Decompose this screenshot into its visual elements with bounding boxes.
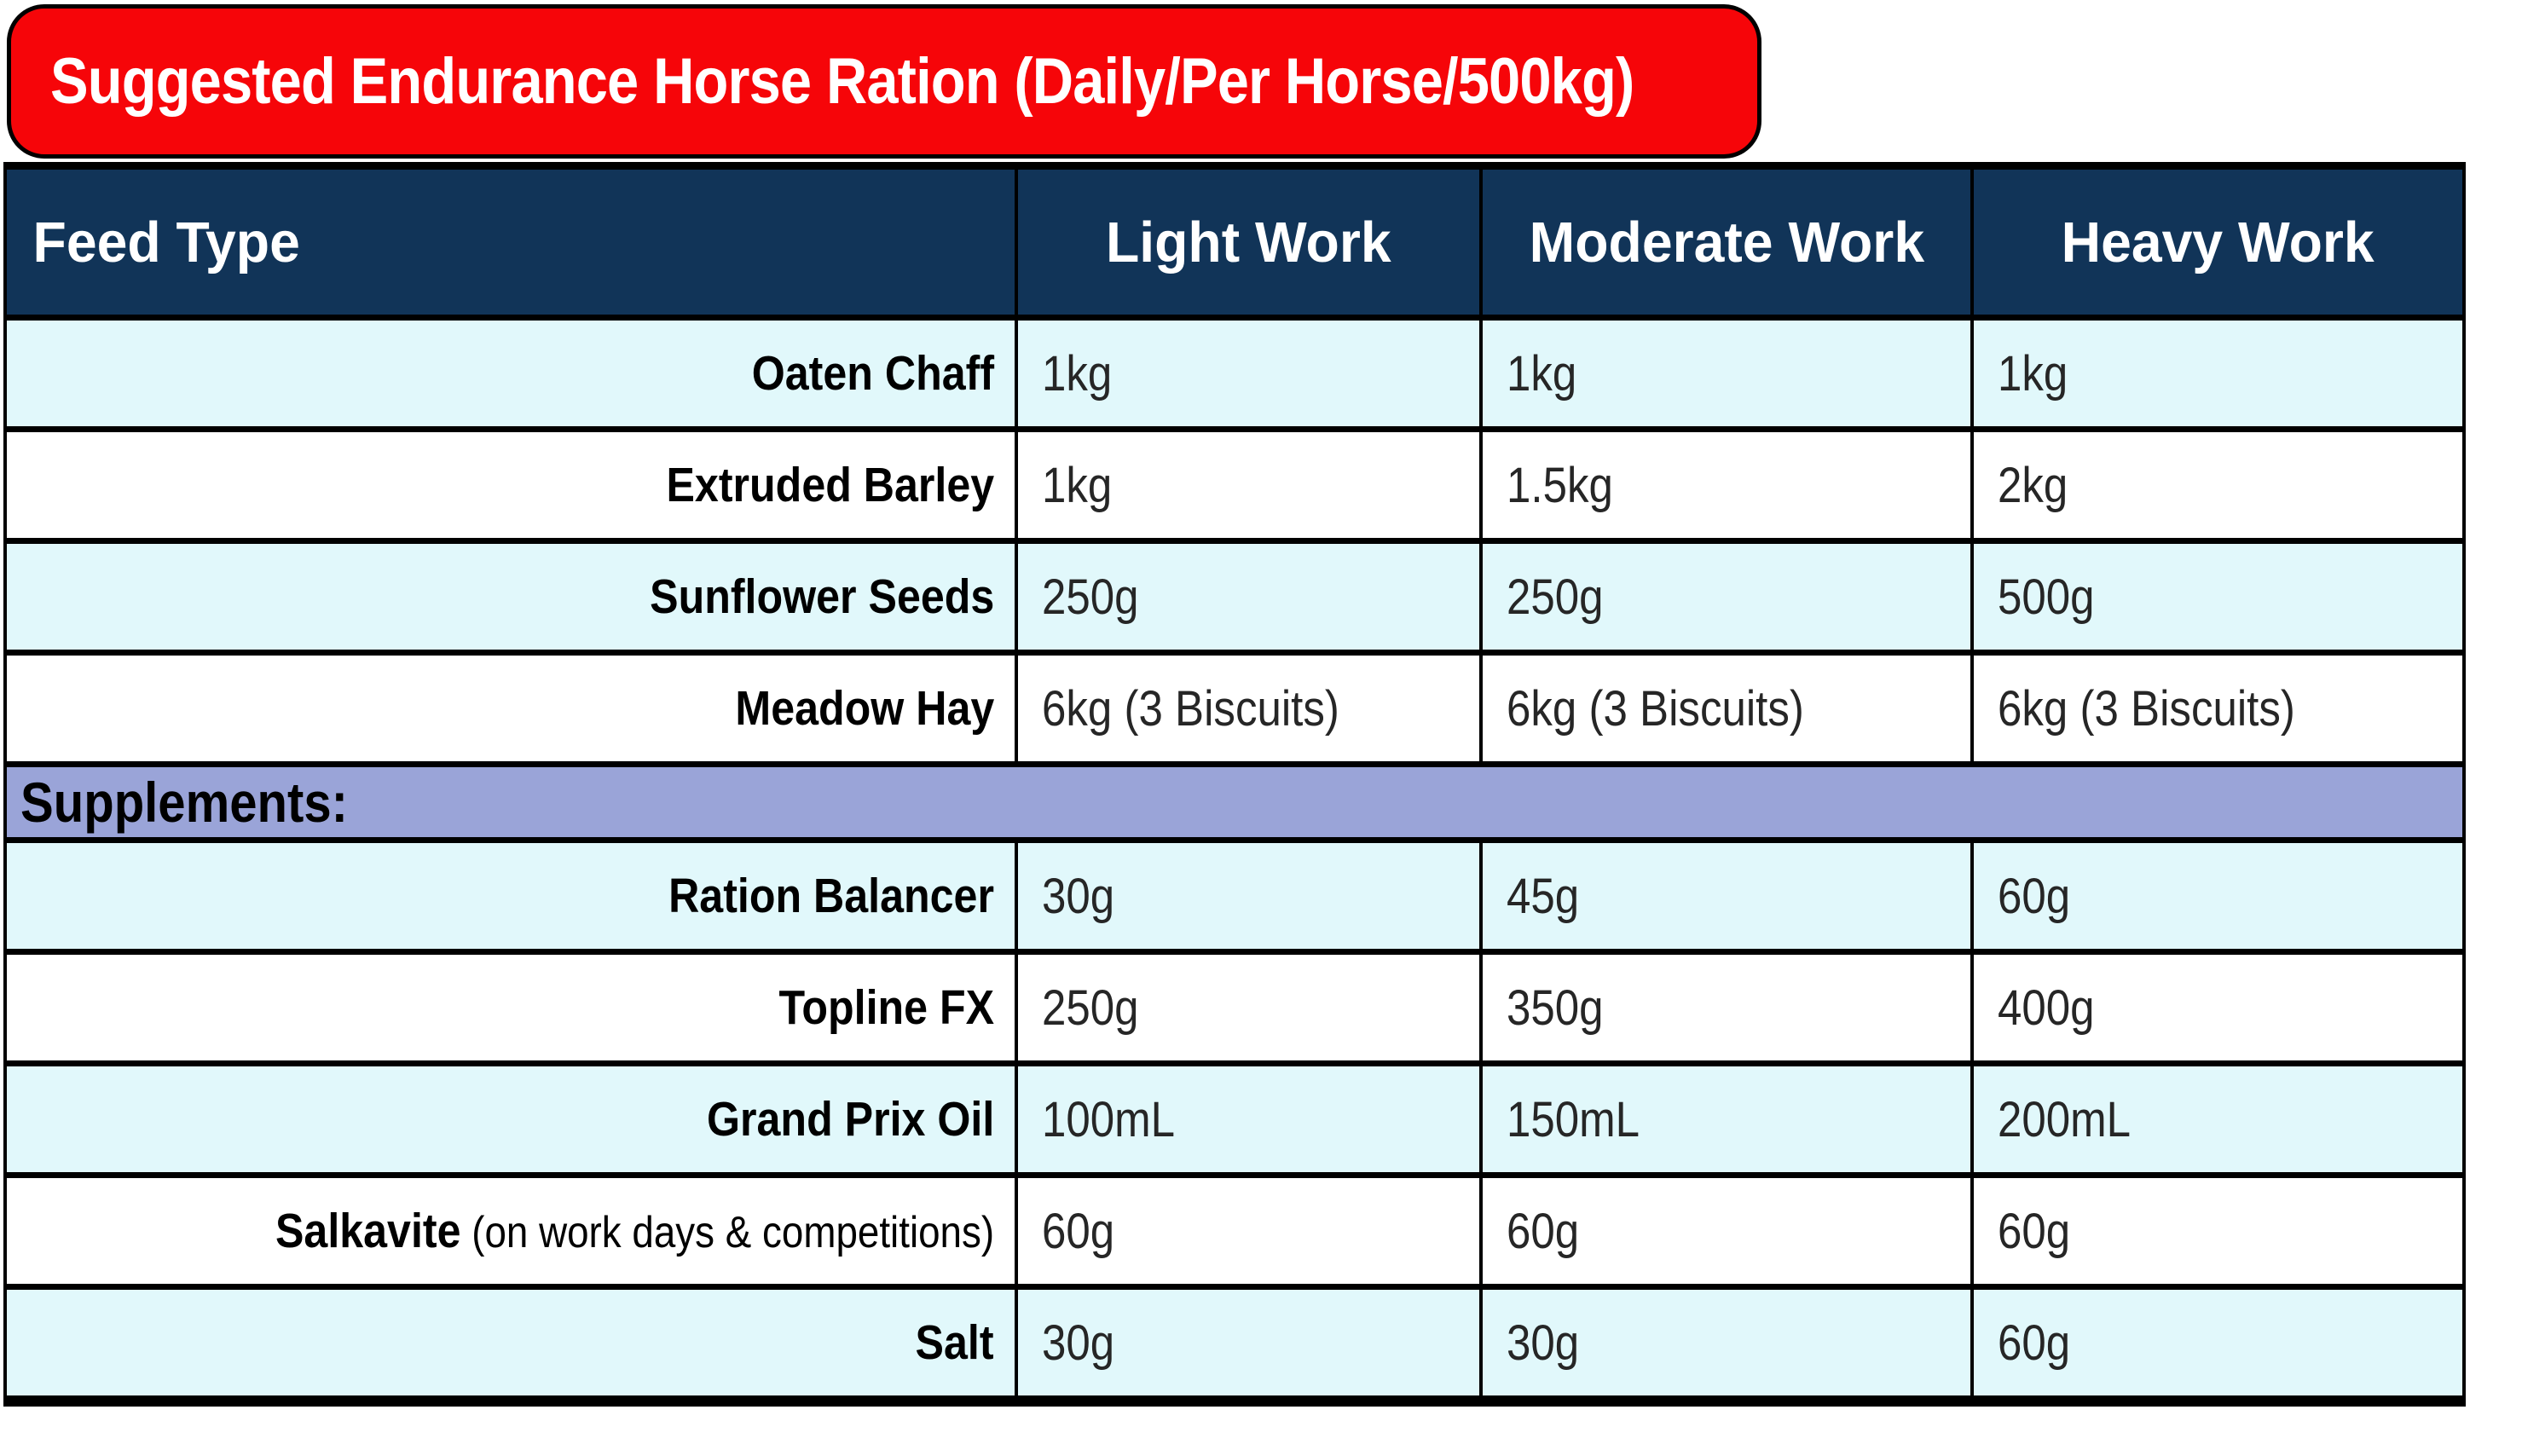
table-row-meadow-hay: Meadow Hay 6kg (3 Biscuits) 6kg (3 Biscu… — [7, 656, 2462, 767]
value-cell-light: 250g — [1018, 544, 1483, 650]
feed-name-cell: Extruded Barley — [7, 432, 1018, 538]
value-text: 200mL — [1998, 1091, 2132, 1147]
feed-name: Grand Prix Oil — [706, 1092, 994, 1147]
value-cell-heavy: 400g — [1974, 955, 2462, 1060]
feed-name: Extruded Barley — [666, 458, 994, 512]
value-text: 60g — [1998, 1203, 2071, 1259]
header-label-moderate-work: Moderate Work — [1529, 210, 1924, 274]
header-cell-heavy-work: Heavy Work — [1974, 170, 2462, 315]
value-text: 60g — [1998, 868, 2071, 924]
table-row-grand-prix-oil: Grand Prix Oil 100mL 150mL 200mL — [7, 1066, 2462, 1178]
value-cell-heavy: 200mL — [1974, 1066, 2462, 1172]
header-label-light-work: Light Work — [1106, 210, 1391, 274]
value-cell-heavy: 60g — [1974, 1178, 2462, 1284]
feed-name-cell: Salkavite (on work days & competitions) — [7, 1178, 1018, 1284]
value-cell-moderate: 150mL — [1483, 1066, 1974, 1172]
value-cell-moderate: 1kg — [1483, 321, 1974, 426]
value-cell-heavy: 6kg (3 Biscuits) — [1974, 656, 2462, 761]
value-text: 30g — [1042, 868, 1115, 924]
value-cell-light: 60g — [1018, 1178, 1483, 1284]
value-text: 1.5kg — [1507, 457, 1613, 513]
value-cell-moderate: 250g — [1483, 544, 1974, 650]
feed-name: Salt — [915, 1315, 994, 1370]
table-row-sunflower-seeds: Sunflower Seeds 250g 250g 500g — [7, 544, 2462, 656]
value-cell-moderate: 30g — [1483, 1290, 1974, 1395]
value-text: 45g — [1507, 868, 1580, 924]
value-text: 1kg — [1042, 345, 1113, 402]
feed-name-cell: Ration Balancer — [7, 843, 1018, 949]
value-cell-moderate: 350g — [1483, 955, 1974, 1060]
value-cell-light: 1kg — [1018, 432, 1483, 538]
feed-name-cell: Sunflower Seeds — [7, 544, 1018, 650]
feed-name: Topline FX — [778, 980, 994, 1035]
value-cell-light: 250g — [1018, 955, 1483, 1060]
value-text: 400g — [1998, 979, 2095, 1036]
feed-name-cell: Salt — [7, 1290, 1018, 1395]
header-label-feed-type: Feed Type — [32, 210, 300, 274]
feed-name-cell: Meadow Hay — [7, 656, 1018, 761]
table-row-topline-fx: Topline FX 250g 350g 400g — [7, 955, 2462, 1066]
value-text: 60g — [1507, 1203, 1580, 1259]
table-row-salkavite: Salkavite (on work days & competitions) … — [7, 1178, 2462, 1290]
header-cell-moderate-work: Moderate Work — [1483, 170, 1974, 315]
value-cell-light: 1kg — [1018, 321, 1483, 426]
value-cell-heavy: 500g — [1974, 544, 2462, 650]
value-text: 2kg — [1998, 457, 2068, 513]
value-text: 150mL — [1507, 1091, 1640, 1147]
feed-note: (on work days & competitions) — [460, 1208, 994, 1257]
value-text: 30g — [1042, 1314, 1115, 1371]
ration-table: Feed Type Light Work Moderate Work Heavy… — [3, 162, 2466, 1407]
table-row-extruded-barley: Extruded Barley 1kg 1.5kg 2kg — [7, 432, 2462, 544]
header-row: Feed Type Light Work Moderate Work Heavy… — [7, 170, 2462, 321]
value-text: 1kg — [1998, 345, 2068, 402]
value-text: 250g — [1042, 569, 1139, 625]
value-text: 60g — [1042, 1203, 1115, 1259]
table-row-ration-balancer: Ration Balancer 30g 45g 60g — [7, 843, 2462, 955]
value-text: 250g — [1507, 569, 1604, 625]
value-text: 350g — [1507, 979, 1604, 1036]
section-label: Supplements: — [20, 771, 349, 834]
header-cell-light-work: Light Work — [1018, 170, 1483, 315]
value-cell-heavy: 1kg — [1974, 321, 2462, 426]
value-cell-moderate: 60g — [1483, 1178, 1974, 1284]
value-text: 1kg — [1042, 457, 1113, 513]
header-cell-feed-type: Feed Type — [7, 170, 1018, 315]
feed-name-cell: Oaten Chaff — [7, 321, 1018, 426]
value-cell-heavy: 60g — [1974, 843, 2462, 949]
feed-name: Ration Balancer — [668, 869, 994, 923]
value-text: 6kg (3 Biscuits) — [1507, 680, 1804, 737]
feed-name-cell: Grand Prix Oil — [7, 1066, 1018, 1172]
feed-name: Oaten Chaff — [751, 346, 994, 401]
feed-name: Salkavite — [275, 1204, 461, 1258]
value-cell-heavy: 60g — [1974, 1290, 2462, 1395]
value-text: 60g — [1998, 1314, 2071, 1371]
value-cell-moderate: 45g — [1483, 843, 1974, 949]
table-row-oaten-chaff: Oaten Chaff 1kg 1kg 1kg — [7, 321, 2462, 432]
feed-name-cell: Topline FX — [7, 955, 1018, 1060]
section-row-supplements: Supplements: — [7, 767, 2462, 843]
value-text: 1kg — [1507, 345, 1577, 402]
header-label-heavy-work: Heavy Work — [2061, 210, 2375, 274]
value-text: 250g — [1042, 979, 1139, 1036]
value-text: 500g — [1998, 569, 2095, 625]
value-cell-light: 6kg (3 Biscuits) — [1018, 656, 1483, 761]
value-cell-moderate: 1.5kg — [1483, 432, 1974, 538]
value-text: 6kg (3 Biscuits) — [1042, 680, 1339, 737]
table-row-salt: Salt 30g 30g 60g — [7, 1290, 2462, 1395]
page-title: Suggested Endurance Horse Ration (Daily/… — [50, 45, 1634, 118]
value-cell-light: 30g — [1018, 1290, 1483, 1395]
value-cell-moderate: 6kg (3 Biscuits) — [1483, 656, 1974, 761]
value-text: 6kg (3 Biscuits) — [1998, 680, 2295, 737]
feed-name: Sunflower Seeds — [649, 569, 994, 624]
value-cell-light: 30g — [1018, 843, 1483, 949]
value-cell-light: 100mL — [1018, 1066, 1483, 1172]
title-banner: Suggested Endurance Horse Ration (Daily/… — [7, 4, 1761, 159]
value-text: 100mL — [1042, 1091, 1176, 1147]
value-text: 30g — [1507, 1314, 1580, 1371]
value-cell-heavy: 2kg — [1974, 432, 2462, 538]
feed-name: Meadow Hay — [735, 681, 994, 736]
